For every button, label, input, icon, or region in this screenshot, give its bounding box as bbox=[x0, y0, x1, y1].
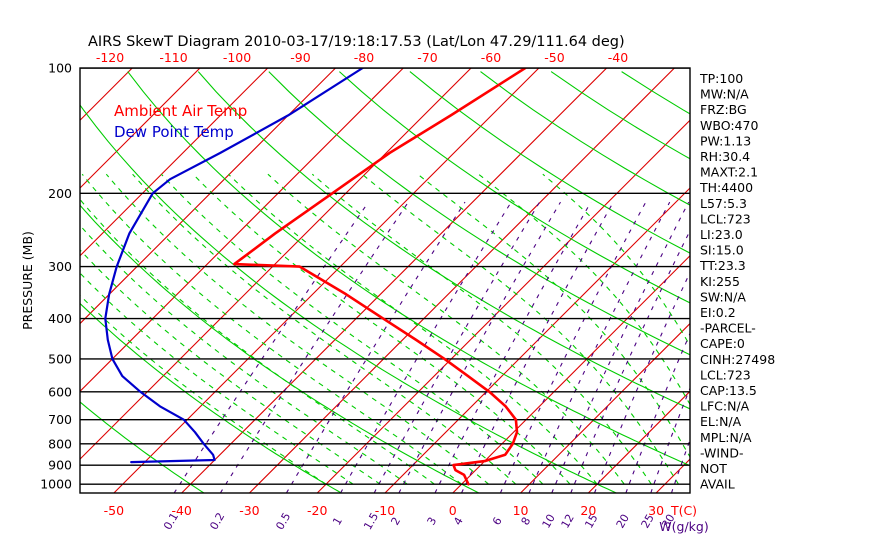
mixing-unit-label: W(g/kg) bbox=[659, 519, 708, 534]
pressure-axis: 100 200 300 400 500 600 700 800 900 1000 PRESSURE … bbox=[20, 61, 72, 492]
mixing-ratio-lines bbox=[173, 201, 690, 493]
parameter-item: -WIND- bbox=[700, 445, 744, 460]
pressure-tick: 800 bbox=[48, 436, 72, 451]
parameter-item: LCL:723 bbox=[700, 211, 751, 226]
mixing-ratio-tick: 30 bbox=[659, 512, 677, 531]
top-temp-tick: -40 bbox=[608, 50, 628, 65]
mixing-ratio-tick: 3 bbox=[425, 515, 440, 528]
parameter-item: PW:1.13 bbox=[700, 133, 751, 148]
parameter-item: FRZ:BG bbox=[700, 102, 747, 117]
parameter-list: TP:100MW:N/AFRZ:BGWBO:470PW:1.13RH:30.4M… bbox=[699, 71, 775, 492]
parameter-item: EI:0.2 bbox=[700, 305, 736, 320]
parameter-item: LFC:N/A bbox=[700, 399, 750, 414]
mixing-ratio-tick: 15 bbox=[582, 512, 600, 531]
legend-dewpoint-label: Dew Point Temp bbox=[114, 123, 234, 141]
bottom-temp-tick: -40 bbox=[171, 503, 191, 518]
mixing-ratio-tick: 2 bbox=[388, 515, 403, 528]
legend: Ambient Air Temp Dew Point Temp bbox=[114, 102, 247, 141]
top-temp-tick: -50 bbox=[544, 50, 564, 65]
pressure-tick: 900 bbox=[48, 458, 72, 473]
bottom-temp-axis: -50 -40 -30 -20 -10 0 10 20 30 T(C) bbox=[104, 503, 697, 518]
pressure-tick: 1000 bbox=[40, 477, 72, 492]
parameter-item: AVAIL bbox=[700, 477, 735, 492]
parameter-item: TP:100 bbox=[699, 71, 743, 86]
moist-adiabat-lines bbox=[80, 173, 690, 485]
top-temp-tick: -80 bbox=[354, 50, 374, 65]
bottom-temp-tick: -10 bbox=[375, 503, 395, 518]
plot-frame bbox=[79, 67, 691, 494]
bottom-temp-tick: -50 bbox=[104, 503, 124, 518]
parameter-item: RH:30.4 bbox=[700, 149, 750, 164]
mixing-ratio-tick: 6 bbox=[490, 515, 505, 528]
parameter-item: SW:N/A bbox=[700, 289, 746, 304]
chart-title: AIRS SkewT Diagram 2010-03-17/19:18:17.5… bbox=[88, 34, 625, 50]
mixing-ratio-tick: 20 bbox=[614, 512, 632, 531]
pressure-tick: 200 bbox=[48, 186, 72, 201]
mixing-ratio-tick: 12 bbox=[559, 512, 577, 531]
parameter-item: CAP:13.5 bbox=[700, 383, 757, 398]
parameter-item: MAXT:2.1 bbox=[700, 165, 758, 180]
bottom-temp-tick: 30 bbox=[648, 503, 664, 518]
pressure-axis-label: PRESSURE (MB) bbox=[20, 231, 35, 330]
legend-ambient-label: Ambient Air Temp bbox=[114, 102, 247, 120]
parameter-item: EL:N/A bbox=[700, 414, 742, 429]
bottom-temp-tick: -30 bbox=[239, 503, 259, 518]
parameter-item: MPL:N/A bbox=[700, 430, 752, 445]
pressure-tick: 700 bbox=[48, 412, 72, 427]
bottom-temp-tick: 0 bbox=[449, 503, 457, 518]
top-temp-tick: -60 bbox=[481, 50, 501, 65]
mixing-ratio-tick: 0.5 bbox=[273, 510, 293, 532]
top-temp-tick: -110 bbox=[159, 50, 187, 65]
mixing-ratio-tick: 1 bbox=[330, 515, 345, 528]
parameter-item: WBO:470 bbox=[700, 118, 758, 133]
top-temp-tick: -70 bbox=[417, 50, 437, 65]
ambient-temp-profile bbox=[233, 68, 527, 486]
dry-adiabat-lines bbox=[80, 71, 690, 493]
temp-unit-label: T(C) bbox=[670, 503, 697, 518]
mixing-ratio-tick: 0.2 bbox=[207, 510, 227, 532]
pressure-tick: 500 bbox=[48, 351, 72, 366]
parameter-item: TH:4400 bbox=[699, 180, 753, 195]
mixing-ratio-tick: 4 bbox=[451, 515, 466, 528]
top-temp-tick: -100 bbox=[223, 50, 251, 65]
mixing-ratio-tick: 25 bbox=[639, 512, 657, 531]
parameter-item: NOT bbox=[700, 461, 727, 476]
plot-interior bbox=[80, 68, 690, 493]
pressure-tick: 400 bbox=[48, 311, 72, 326]
parameter-item: TT:23.3 bbox=[699, 258, 746, 273]
parameter-item: LI:23.0 bbox=[700, 227, 743, 242]
parameter-item: MW:N/A bbox=[700, 87, 749, 102]
pressure-tick: 600 bbox=[48, 384, 72, 399]
dewpoint-temp-profile bbox=[104, 68, 364, 464]
parameter-item: LCL:723 bbox=[700, 367, 751, 382]
top-temp-tick: -120 bbox=[96, 50, 124, 65]
mixing-ratio-tick: 10 bbox=[540, 512, 558, 531]
bottom-temp-tick: 20 bbox=[580, 503, 596, 518]
bottom-temp-tick: -20 bbox=[307, 503, 327, 518]
parameter-item: -PARCEL- bbox=[700, 321, 756, 336]
pressure-tick: 100 bbox=[48, 61, 72, 76]
bottom-temp-tick: 10 bbox=[513, 503, 529, 518]
parameter-item: SI:15.0 bbox=[700, 243, 744, 258]
parameter-item: L57:5.3 bbox=[700, 196, 747, 211]
parameter-item: CINH:27498 bbox=[700, 352, 775, 367]
parameter-item: CAPE:0 bbox=[700, 336, 745, 351]
svg-text:AIRS SkewT Diagram 2010-03-17/: AIRS SkewT Diagram 2010-03-17/19:18:17.5… bbox=[88, 34, 625, 50]
top-temp-ticks: -120 -110 -100 -90 -80 -70 -60 -50 -40 bbox=[96, 50, 628, 65]
top-temp-tick: -90 bbox=[290, 50, 310, 65]
pressure-tick: 300 bbox=[48, 259, 72, 274]
parameter-item: KI:255 bbox=[700, 274, 740, 289]
